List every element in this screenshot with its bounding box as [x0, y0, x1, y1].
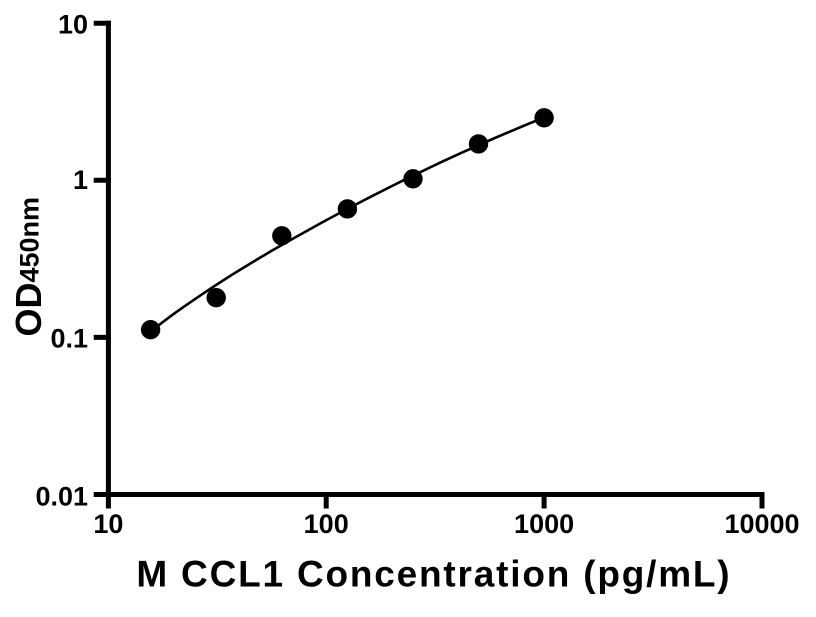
svg-text:10: 10 [58, 9, 88, 39]
svg-text:1000: 1000 [514, 509, 574, 539]
svg-text:0.01: 0.01 [35, 481, 88, 511]
svg-text:10000: 10000 [724, 509, 799, 539]
svg-text:1: 1 [73, 165, 88, 195]
svg-text:10: 10 [93, 509, 123, 539]
svg-text:OD450nm: OD450nm [8, 197, 49, 337]
svg-text:M CCL1 Concentration (pg/mL): M CCL1 Concentration (pg/mL) [136, 554, 731, 595]
svg-text:0.1: 0.1 [50, 324, 88, 354]
svg-text:100: 100 [304, 509, 349, 539]
